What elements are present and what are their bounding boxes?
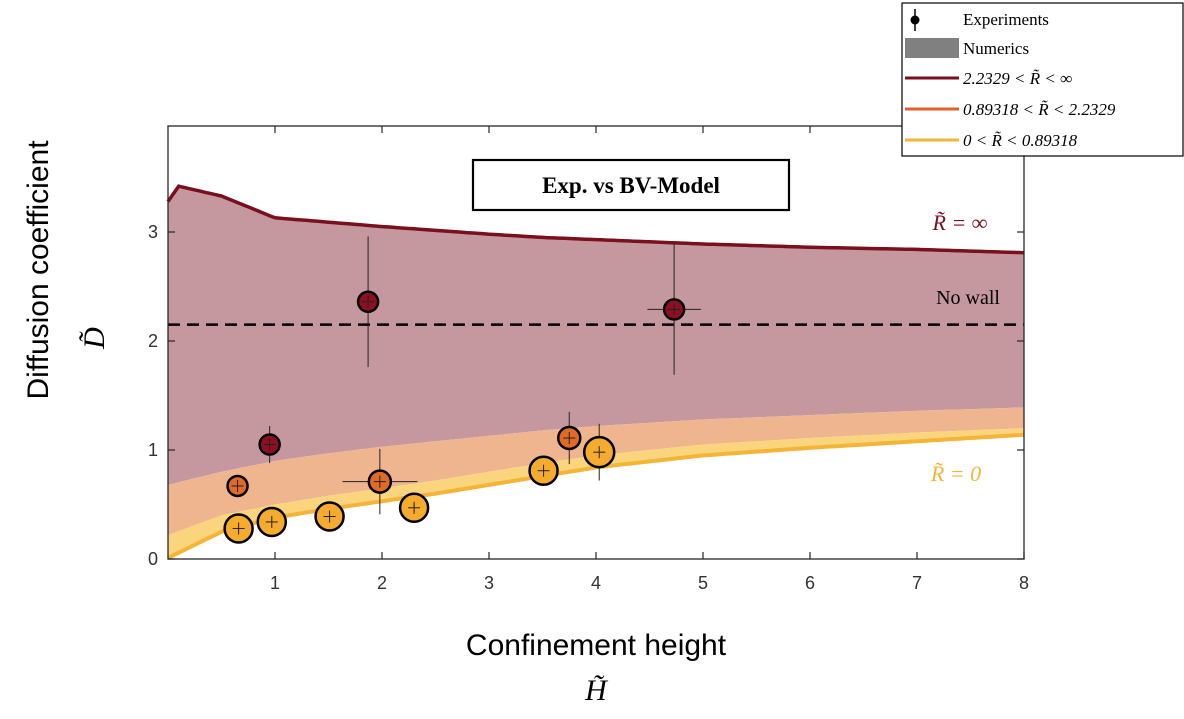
x-axis-label: Confinement height	[466, 629, 727, 662]
data-point	[356, 236, 380, 368]
data-point	[223, 513, 254, 544]
data-point	[528, 455, 559, 486]
x-tick-label: 7	[912, 573, 922, 593]
legend-label-high: 2.2329 < R̃ < ∞	[963, 69, 1072, 88]
plot-area	[166, 184, 1025, 560]
legend-patch-icon	[905, 38, 959, 58]
x-tick-label: 5	[698, 573, 708, 593]
title-box: Exp. vs BV-Model	[471, 158, 791, 212]
x-tick-label: 6	[805, 573, 815, 593]
legend-entry-numerics: Numerics	[905, 38, 1029, 58]
axis-ticks: 1 2 3 4 5 6 7 8 0 1 2 3	[148, 126, 1029, 593]
y-tick-label: 3	[148, 222, 158, 242]
x-tick-label: 8	[1019, 573, 1029, 593]
legend-entry-low: 0 < R̃ < 0.89318	[905, 131, 1078, 150]
x-tick-label: 4	[591, 573, 601, 593]
legend-label-middle: 0.89318 < R̃ < 2.2329	[963, 100, 1116, 119]
data-point	[582, 423, 616, 481]
data-point	[258, 426, 281, 464]
y-tick-label: 2	[148, 331, 158, 351]
y-tick-label: 0	[148, 549, 158, 569]
data-point	[557, 411, 582, 465]
band-middle-r	[168, 407, 1024, 535]
legend-entry-experiments: Experiments	[910, 9, 1049, 31]
x-tick-label: 2	[377, 573, 387, 593]
data-point	[398, 492, 430, 524]
band-high-r	[168, 186, 1024, 485]
curve-r-infinity	[166, 184, 1025, 255]
y-axis-label: Diffusion coefficient	[22, 140, 55, 400]
data-point	[226, 474, 249, 498]
legend-marker-icon	[910, 15, 920, 25]
legend-label-low: 0 < R̃ < 0.89318	[963, 131, 1078, 150]
legend-label-experiments: Experiments	[963, 10, 1049, 29]
data-point	[256, 506, 288, 538]
title-frame	[471, 158, 791, 212]
data-point	[342, 448, 418, 515]
curve-label-r-zero: R̃ = 0	[930, 461, 981, 486]
chart-title: Exp. vs BV-Model	[542, 173, 720, 198]
y-axis-symbol: D̃	[78, 327, 111, 350]
data-point	[314, 501, 345, 532]
legend-entry-middle: 0.89318 < R̃ < 2.2329	[905, 100, 1116, 119]
curve-label-r-infinity: R̃ = ∞	[932, 210, 988, 235]
x-tick-label: 3	[484, 573, 494, 593]
x-axis-symbol: H̃	[584, 674, 609, 707]
data-point	[647, 243, 701, 375]
x-tick-label: 1	[270, 573, 280, 593]
legend: Experiments Numerics 2.2329 < R̃ < ∞ 0.8…	[901, 2, 1184, 157]
legend-entry-high: 2.2329 < R̃ < ∞	[905, 69, 1072, 88]
y-tick-label: 1	[148, 440, 158, 460]
legend-label-numerics: Numerics	[963, 39, 1029, 58]
no-wall-label: No wall	[936, 287, 1000, 309]
